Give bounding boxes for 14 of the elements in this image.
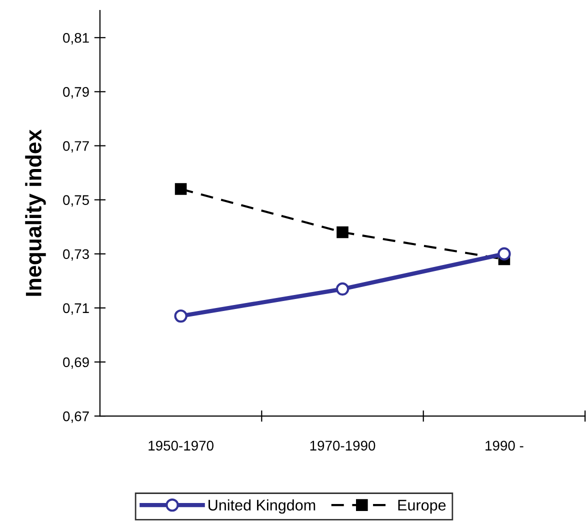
y-tick-label: 0,77	[63, 141, 89, 153]
y-tick-label: 0,79	[63, 87, 89, 98]
y-tick-label: 0,71	[63, 303, 89, 315]
legend-label: Europe	[398, 500, 446, 514]
y-tick-label: 0,75	[63, 195, 89, 207]
y-axis-title: Inequality index	[25, 130, 46, 296]
x-tick-label: 1970-1990	[310, 440, 376, 451]
legend-label: United Kingdom	[208, 499, 316, 514]
x-tick-label: 1990 -	[486, 440, 524, 451]
y-tick-label: 0,69	[63, 357, 89, 369]
y-tick-label: 0,81	[63, 32, 89, 44]
y-tick-label: 0,73	[63, 249, 89, 261]
x-tick-label: 1950-1970	[148, 440, 214, 451]
y-tick-label: 0,67	[63, 411, 89, 423]
